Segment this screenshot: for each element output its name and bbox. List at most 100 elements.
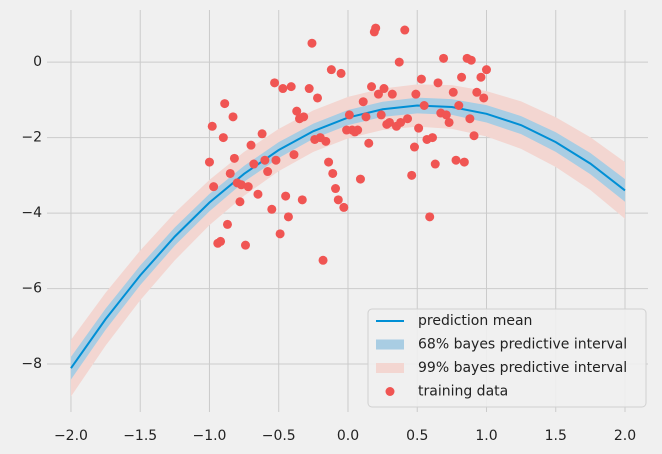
legend-swatch [376, 339, 404, 350]
data-point [304, 84, 314, 94]
data-point [466, 55, 476, 65]
data-point [454, 100, 464, 110]
data-point [278, 84, 288, 94]
legend-swatch [376, 363, 404, 373]
data-point [326, 65, 336, 75]
data-point [414, 123, 424, 133]
legend-label: 99% bayes predictive interval [418, 360, 627, 376]
y-tick-label: 0 [33, 54, 42, 70]
data-point [355, 174, 365, 184]
data-point [236, 180, 246, 190]
data-point [364, 138, 374, 148]
data-point [253, 189, 263, 199]
data-point [204, 157, 214, 167]
data-point [207, 121, 217, 131]
x-tick-label: 0.5 [406, 428, 428, 444]
data-point [218, 133, 228, 143]
x-tick-label: −1.0 [192, 428, 226, 444]
data-point [425, 212, 435, 222]
data-point [409, 142, 419, 152]
data-point [297, 195, 307, 205]
data-point [292, 106, 302, 116]
data-point [465, 114, 475, 124]
legend-swatch [385, 387, 395, 396]
data-point [481, 65, 491, 75]
data-point [328, 168, 338, 178]
legend-label: training data [418, 384, 508, 400]
data-point [400, 25, 410, 35]
data-point [257, 129, 267, 139]
data-point [385, 117, 395, 127]
data-point [441, 110, 451, 120]
y-tick-label: −2 [21, 130, 42, 146]
data-point [331, 184, 341, 194]
x-tick-label: 1.0 [475, 428, 497, 444]
data-point [267, 204, 277, 214]
x-tick-label: 1.5 [545, 428, 567, 444]
data-point [339, 202, 349, 212]
data-point [235, 197, 245, 207]
data-point [444, 117, 454, 127]
x-tick-label: −2.0 [54, 428, 88, 444]
data-point [459, 157, 469, 167]
data-point [367, 82, 377, 92]
data-point [324, 157, 334, 167]
data-point [222, 219, 232, 229]
data-point [448, 87, 458, 97]
legend-label: 68% bayes predictive interval [418, 337, 627, 353]
data-point [394, 57, 404, 67]
data-point [270, 78, 280, 88]
data-point [419, 100, 429, 110]
data-point [249, 159, 259, 169]
data-point [411, 89, 421, 99]
data-point [433, 78, 443, 88]
data-point [243, 182, 253, 192]
data-point [333, 195, 343, 205]
data-point [373, 89, 383, 99]
interval-band [70, 84, 626, 397]
data-point [307, 38, 317, 48]
y-tick-label: −8 [21, 356, 42, 372]
data-point [263, 167, 273, 177]
data-point [275, 229, 285, 239]
data-point [260, 155, 270, 165]
data-point [240, 240, 250, 250]
data-point [289, 150, 299, 160]
data-point [439, 53, 449, 63]
data-point [229, 153, 239, 163]
data-point [353, 125, 363, 135]
data-point [472, 87, 482, 97]
data-point [336, 68, 346, 78]
x-tick-label: 2.0 [614, 428, 636, 444]
y-tick-label: −6 [21, 281, 42, 297]
data-point [379, 84, 389, 94]
x-tick-label: −0.5 [262, 428, 296, 444]
data-point [299, 112, 309, 122]
data-point [371, 23, 381, 33]
data-point [376, 110, 386, 120]
data-point [321, 136, 331, 146]
x-tick-label: 0.0 [337, 428, 359, 444]
data-point [220, 99, 230, 109]
data-point [361, 112, 371, 122]
data-point [318, 255, 328, 265]
legend-label: prediction mean [418, 313, 532, 329]
data-point [387, 89, 397, 99]
data-point [430, 159, 440, 169]
data-point [416, 74, 426, 84]
data-point [216, 236, 226, 246]
data-point [396, 117, 406, 127]
data-point [281, 191, 291, 201]
data-point [286, 82, 296, 92]
data-point [358, 97, 368, 107]
interval-band [70, 97, 626, 380]
data-point [457, 72, 467, 82]
y-tick-label: −4 [21, 205, 42, 221]
data-point [344, 110, 354, 120]
legend-box [367, 308, 647, 408]
data-point [228, 112, 238, 122]
legend: prediction mean 68% bayes predictive inte… [367, 308, 647, 408]
data-point [271, 155, 281, 165]
x-tick-label: −1.5 [123, 428, 157, 444]
